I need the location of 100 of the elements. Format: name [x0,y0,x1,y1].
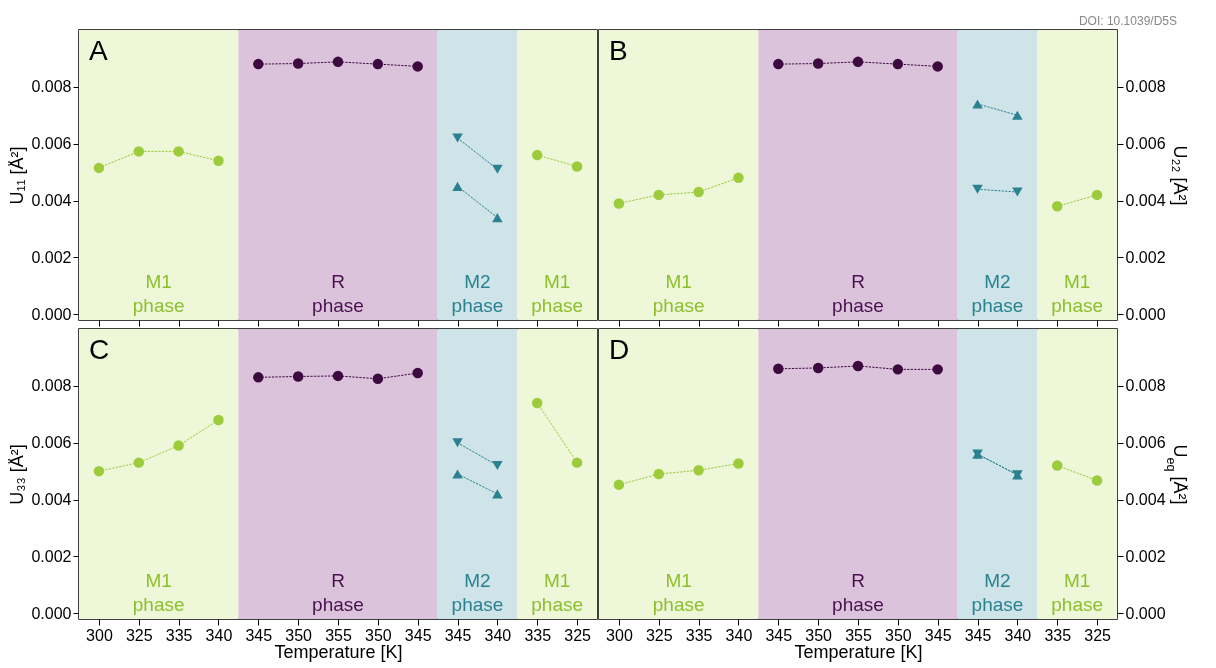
point [213,414,224,426]
annotation: R phase [832,570,884,615]
point [1051,460,1063,471]
annotation: M1 phase [1051,271,1104,316]
x-tick-label: 345 [245,626,273,644]
point [93,465,105,477]
annotation: M1 phase [652,271,705,316]
x-tick-label: 325 [1084,626,1112,644]
annotation: C [89,334,110,365]
y-tick-label: 0.008 [1125,78,1166,96]
x-tick-label: 325 [645,626,673,644]
y-tick-label: 0.004 [1125,192,1166,210]
point [332,370,344,382]
y-tick-label: 0.008 [31,78,72,96]
x-tick-label: 325 [125,626,153,644]
point [213,155,224,167]
x-tick-label: 345 [444,626,472,644]
x-tick-label: 340 [205,626,233,644]
point [812,362,824,374]
y-tick-label: 0.002 [31,248,72,266]
y-tick-label: 0.002 [1125,547,1166,565]
point [773,363,784,375]
y-tick-label: 0.004 [1125,491,1166,509]
point [571,161,583,172]
point [1091,189,1103,201]
y-tick-label: 0.008 [31,377,72,395]
y-tick-label: 0.000 [31,305,72,323]
text: DOI: 10.1039/D5S [1078,14,1177,28]
x-tick-label: 355 [845,626,872,644]
y-tick-label: 0.000 [1125,604,1166,622]
y-tick-label: 0.000 [1125,305,1166,323]
point [773,58,784,70]
point [173,146,184,157]
x-tick-label: 340 [725,626,753,644]
point [93,162,105,174]
x-tick-label: 345 [964,626,992,644]
x-tick-label: 335 [524,626,552,644]
x-tick-label: 350 [364,626,392,644]
annotation: M2 phase [971,271,1024,316]
point [693,186,704,198]
annotation: M1 phase [132,570,185,615]
point [571,457,583,468]
point [852,360,864,372]
point [253,372,264,383]
point [892,58,904,70]
point [412,367,423,379]
y-tick-label: 0.006 [31,434,72,452]
x-tick-label: 300 [606,626,633,644]
y-tick-label: 0.000 [31,604,72,622]
y-axis-title: U₃₃ [Å²] [7,444,28,505]
point [812,58,824,69]
y-tick-label: 0.006 [1125,135,1166,153]
x-tick-label: 355 [325,626,352,644]
point [412,61,423,72]
x-tick-label: 335 [1044,626,1072,644]
x-tick-label: 345 [924,626,952,644]
annotation: M2 phase [451,570,504,615]
annotation: B [609,35,628,66]
annotation: M1 phase [652,570,705,615]
x-tick-label: 350 [285,626,313,644]
y-axis-title: U₁₁ [Å²] [7,146,28,205]
annotation: M2 phase [971,570,1024,615]
point [1091,475,1103,486]
point [292,371,304,382]
x-tick-label: 350 [884,626,912,644]
annotation: M1 phase [132,271,185,316]
point [253,58,264,70]
annotation: R phase [312,570,364,615]
point [292,58,304,69]
point [133,146,145,157]
y-tick-label: 0.004 [31,491,72,509]
x-tick-label: 300 [86,626,113,644]
point [653,189,665,201]
point [892,364,904,375]
y-tick-label: 0.004 [31,192,72,210]
y-tick-label: 0.006 [1125,434,1166,452]
x-tick-label: 335 [685,626,713,644]
y-tick-label: 0.002 [31,547,72,565]
point [531,149,543,161]
annotation: M2 phase [451,271,504,316]
point [133,457,145,468]
x-tick-label: 335 [165,626,193,644]
x-axis-title: Temperature [K] [794,641,923,662]
point [1051,201,1063,212]
annotation: A [89,35,108,66]
point [653,468,665,480]
x-tick-label: 325 [564,626,592,644]
point [372,58,384,70]
point [332,56,344,68]
point [932,61,943,72]
annotation: R phase [832,271,884,316]
point [173,440,184,451]
point [852,56,864,68]
point [733,458,744,469]
annotation: M1 phase [531,570,584,615]
x-axis-title: Temperature [K] [274,641,403,662]
point [613,479,625,491]
y-tick-label: 0.008 [1125,377,1166,395]
annotation: R phase [312,271,364,316]
annotation: M1 phase [1051,570,1104,615]
